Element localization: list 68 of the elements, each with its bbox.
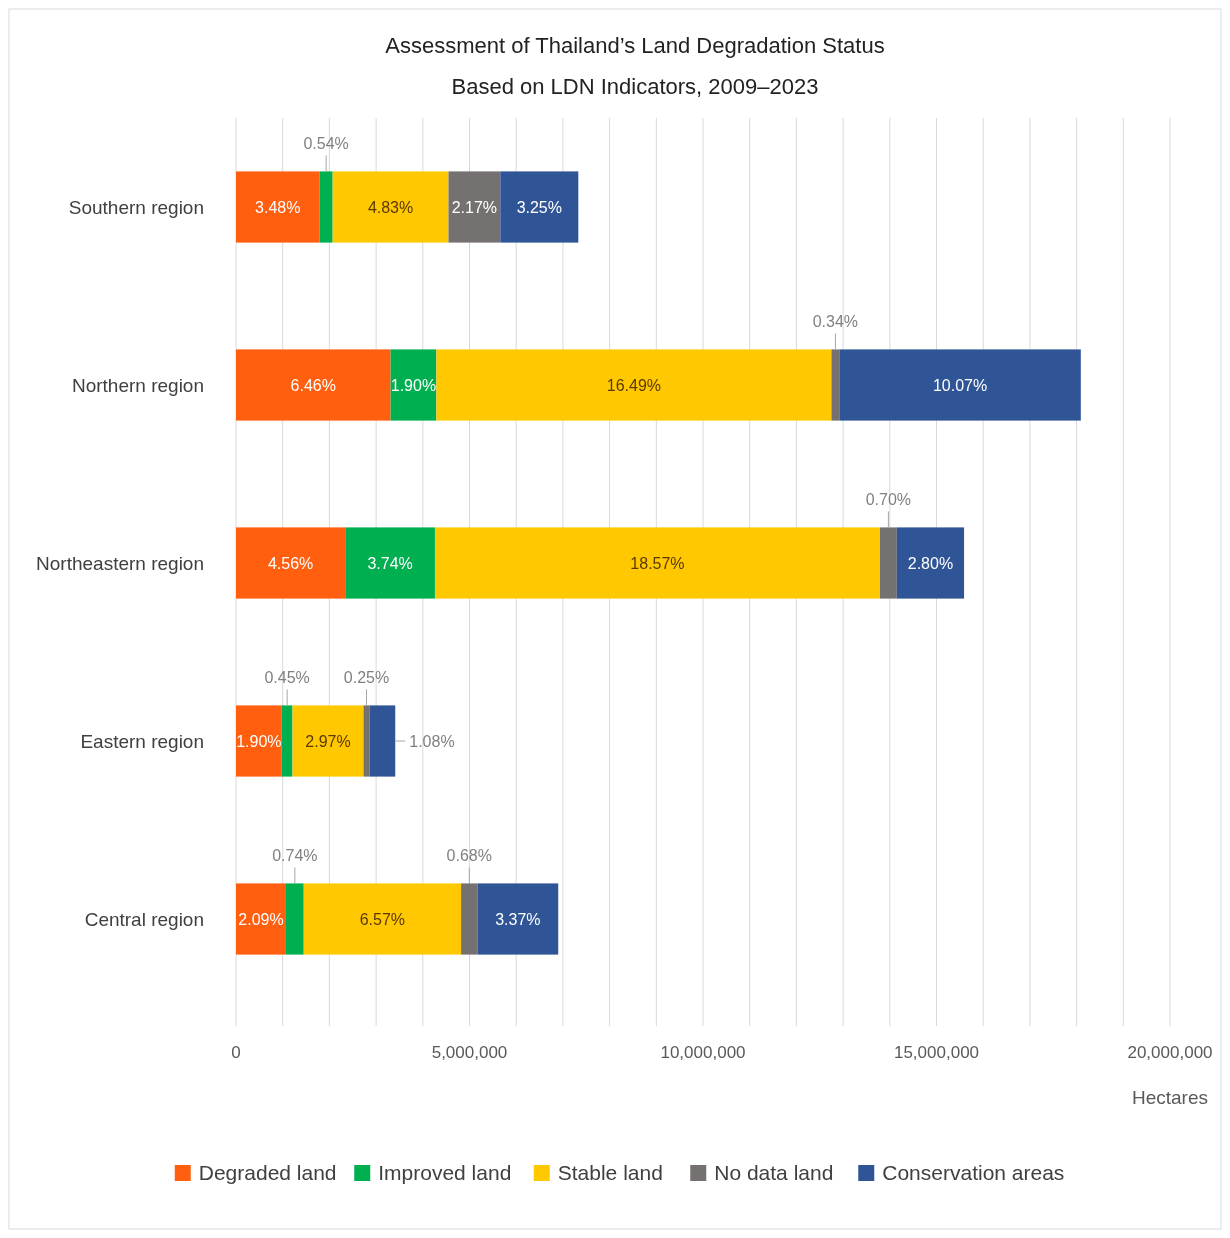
- annotation: 3.25%: [516, 198, 562, 216]
- legend-label: Conservation areas: [882, 1161, 1065, 1185]
- bar: [236, 349, 391, 421]
- legend-label: No data land: [714, 1161, 834, 1185]
- annotation: 6.46%: [290, 376, 336, 394]
- bar: [236, 883, 286, 955]
- chart-title: Assessment of Thailand’s Land Degradation Status: [385, 33, 885, 58]
- x-tick-label: 0: [231, 1043, 241, 1062]
- bar: [461, 883, 478, 955]
- bar: [369, 705, 396, 777]
- annotation: 0.74%: [272, 847, 318, 865]
- y-tick-label: Northern region: [71, 374, 204, 396]
- bar: [363, 705, 370, 777]
- bar: [345, 527, 435, 599]
- x-axis-title: Hectares: [1131, 1087, 1208, 1108]
- y-tick-label: Eastern region: [80, 730, 204, 752]
- annotation: 1.08%: [409, 732, 455, 750]
- bar: [896, 527, 965, 599]
- x-tick-label: 15,000,000: [893, 1043, 980, 1062]
- annotation: 0.70%: [865, 491, 912, 509]
- annotation: 0.68%: [446, 847, 492, 865]
- legend-label: Improved land: [378, 1161, 512, 1185]
- annotation: 1.90%: [236, 732, 282, 750]
- bar: [236, 171, 320, 243]
- annotation: 3.37%: [495, 910, 541, 928]
- annotation: 2.80%: [907, 554, 954, 572]
- legend-label: Stable land: [557, 1161, 663, 1185]
- x-tick-label: 10,000,000: [660, 1043, 746, 1062]
- bar: [303, 883, 462, 955]
- annotation: 6.57%: [359, 910, 406, 928]
- annotation: 16.49%: [606, 376, 662, 394]
- bar: [281, 705, 293, 777]
- x-tick-label: 5,000,000: [431, 1043, 508, 1062]
- legend-label: Degraded land: [198, 1161, 337, 1185]
- bar: [500, 171, 579, 243]
- x-tick-label: 20,000,000: [1127, 1043, 1213, 1062]
- annotation: 2.17%: [451, 198, 498, 216]
- bar: [390, 349, 437, 421]
- annotation: 2.09%: [238, 910, 284, 928]
- annotation: 0.25%: [343, 669, 390, 687]
- annotation: 0.54%: [303, 135, 349, 153]
- bar: [879, 527, 897, 599]
- annotation: 3.48%: [255, 198, 301, 216]
- bar: [332, 171, 449, 243]
- bar: [436, 349, 832, 421]
- annotation: 4.83%: [367, 198, 414, 216]
- annotation: 1.90%: [390, 376, 437, 394]
- bar: [831, 349, 840, 421]
- y-tick-label: Central region: [84, 908, 204, 930]
- annotation: 18.57%: [630, 554, 685, 572]
- annotation: 0.34%: [812, 313, 859, 331]
- annotation: 4.56%: [267, 554, 314, 572]
- annotation: 2.97%: [305, 732, 351, 750]
- annotation: 10.07%: [932, 376, 988, 394]
- bar: [285, 883, 304, 955]
- bar: [236, 705, 282, 777]
- annotation: 0.45%: [264, 669, 310, 687]
- bar: [236, 527, 346, 599]
- bar: [448, 171, 501, 243]
- annotation: 3.74%: [367, 554, 413, 572]
- y-tick-label: Northeastern region: [36, 552, 204, 574]
- bar: [434, 527, 880, 599]
- chart-subtitle: Based on LDN Indicators, 2009–2023: [451, 74, 819, 99]
- bar: [477, 883, 559, 955]
- bar: [292, 705, 364, 777]
- y-tick-label: Southern region: [68, 196, 204, 218]
- bar: [319, 171, 333, 243]
- bar: [839, 349, 1081, 421]
